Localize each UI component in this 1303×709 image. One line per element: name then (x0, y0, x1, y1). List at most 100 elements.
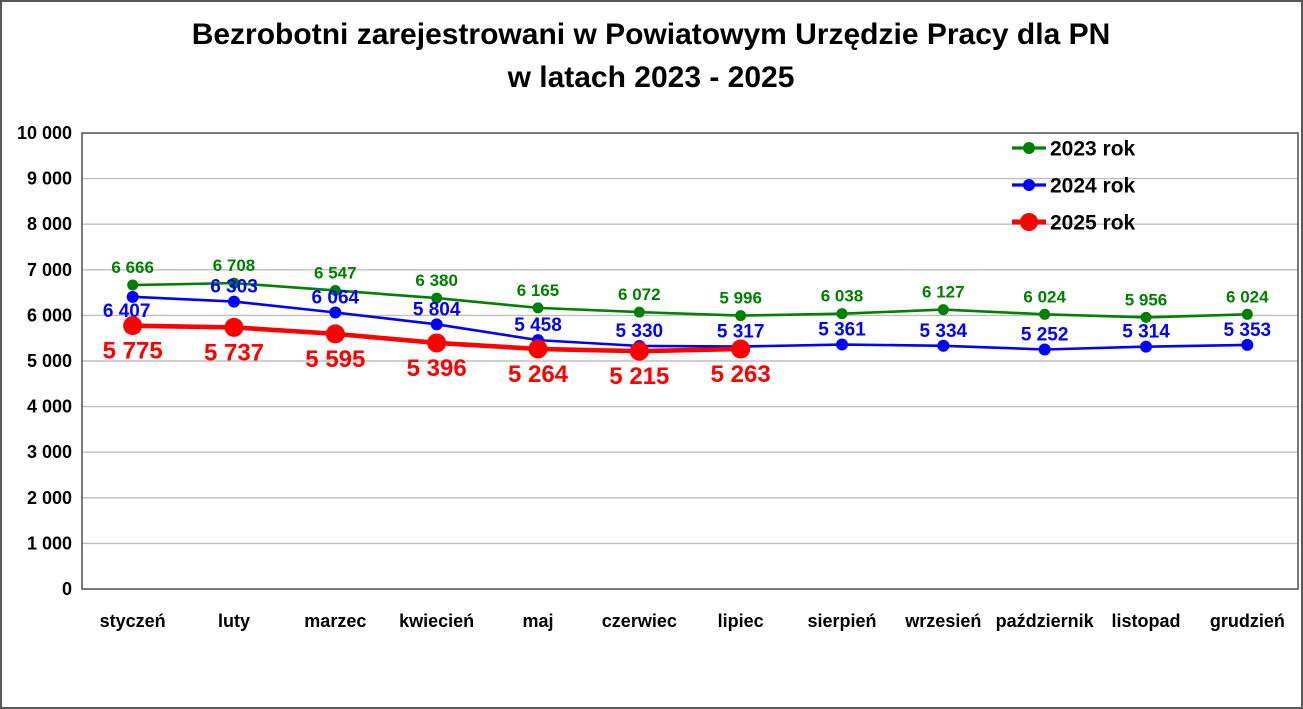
y-tick-label: 1 000 (27, 533, 72, 553)
legend-marker (1023, 142, 1035, 154)
y-tick-label: 0 (62, 579, 72, 599)
data-point-label: 5 215 (609, 363, 669, 390)
series-2025-rok: 5 775 5 737 5 595 5 396 5 264 5 215 5 263 (103, 316, 771, 390)
data-point (329, 306, 342, 319)
data-point (937, 304, 949, 316)
data-point (431, 292, 443, 304)
chart-title-line1: Bezrobotni zarejestrowani w Powiatowym U… (192, 18, 1111, 51)
x-axis-label: sierpień (807, 611, 876, 631)
axes (81, 132, 1299, 590)
data-point-label: 5 458 (514, 315, 562, 336)
plot-border (81, 132, 1299, 590)
x-axis-label: luty (218, 611, 250, 631)
data-point-label: 5 314 (1122, 322, 1170, 343)
data-series: 6 666 6 708 6 547 6 380 6 165 6 072 5 996 6 038… (103, 256, 1271, 390)
data-point (228, 277, 240, 289)
data-point (1140, 311, 1152, 323)
data-point (836, 308, 848, 320)
gridlines (82, 177, 1298, 545)
x-axis-label: wrzesień (904, 611, 981, 631)
data-point-label: 5 317 (717, 322, 765, 343)
x-axis-label: grudzień (1210, 611, 1285, 631)
x-axis-label: maj (522, 611, 553, 631)
data-point-label: 5 595 (305, 346, 365, 373)
y-tick-label: 10 000 (17, 123, 72, 143)
data-point (126, 290, 139, 303)
data-point-label: 5 334 (920, 321, 968, 342)
data-point-label: 5 263 (711, 361, 771, 388)
data-point-label: 6 064 (312, 287, 360, 308)
data-point-label: 5 353 (1224, 320, 1272, 341)
legend-item: 2024 rok (1012, 175, 1136, 198)
y-axis-labels: 0 1 000 2 000 3 000 4 000 5 000 6 000 7 000 8 00… (17, 123, 72, 599)
data-point (633, 306, 645, 318)
y-tick-label: 3 000 (27, 442, 72, 462)
x-axis-labels: styczeń luty marzec kwiecień maj czerwiec lipi… (100, 611, 1285, 631)
data-point (329, 284, 341, 296)
data-point-label: 6 547 (314, 263, 357, 282)
data-point (731, 339, 751, 359)
x-axis-label: kwiecień (399, 611, 474, 631)
data-point (1241, 308, 1253, 320)
data-point-label: 6 303 (210, 277, 258, 298)
legend-marker (1023, 179, 1035, 191)
data-point-label: 6 024 (1226, 287, 1269, 306)
y-tick-label: 8 000 (27, 214, 72, 234)
data-point (735, 310, 747, 322)
series-2024-rok: 6 407 6 303 6 064 5 804 5 458 5 330 5 317 5 361… (103, 277, 1271, 356)
y-tick-label: 4 000 (27, 397, 72, 417)
data-point (224, 317, 244, 337)
series-line (131, 281, 1249, 319)
legend-label: 2024 rok (1050, 175, 1136, 198)
legend: 2023 rok 2024 rok 2025 rok (1012, 138, 1136, 235)
data-point-label: 5 804 (413, 299, 461, 320)
data-point-label: 5 264 (508, 361, 569, 388)
y-tick-label: 5 000 (27, 351, 72, 371)
data-point-label: 5 361 (818, 320, 866, 341)
x-axis-label: czerwiec (602, 611, 677, 631)
x-axis-label: listopad (1111, 611, 1180, 631)
data-point (325, 324, 345, 344)
y-tick-label: 9 000 (27, 169, 72, 189)
data-point (836, 338, 848, 351)
data-point-label: 5 737 (204, 339, 264, 366)
data-point-label: 6 127 (922, 283, 965, 302)
x-axis-label: marzec (304, 611, 366, 631)
y-tick-label: 7 000 (27, 260, 72, 280)
data-point (123, 316, 143, 336)
data-point (1039, 308, 1051, 320)
legend-label: 2023 rok (1050, 138, 1136, 161)
legend-item: 2025 rok (1012, 212, 1136, 235)
data-point (1241, 338, 1254, 351)
data-point-label: 5 330 (616, 321, 664, 342)
data-point (1140, 340, 1152, 353)
data-point-label: 5 956 (1125, 290, 1168, 309)
y-tick-label: 6 000 (27, 305, 72, 325)
data-point-label: 6 024 (1023, 287, 1066, 306)
data-point (629, 341, 649, 361)
data-point-label: 6 666 (111, 258, 154, 277)
data-point-label: 5 396 (407, 355, 467, 382)
data-point (937, 339, 950, 352)
y-tick-label: 2 000 (27, 488, 72, 508)
data-point-label: 6 380 (415, 271, 458, 290)
x-axis-label: styczeń (100, 611, 166, 631)
data-point-label: 6 165 (517, 281, 560, 300)
data-point-label: 6 072 (618, 285, 661, 304)
legend-marker (1020, 213, 1038, 231)
data-point-label: 6 407 (103, 301, 151, 322)
legend-label: 2025 rok (1050, 212, 1136, 235)
data-point (528, 339, 548, 359)
data-point (430, 318, 443, 331)
data-point (427, 333, 447, 353)
chart-title-line2: w latach 2023 - 2025 (507, 61, 795, 94)
data-point (127, 279, 139, 291)
legend-item: 2023 rok (1012, 138, 1136, 161)
data-point-label: 5 996 (719, 289, 762, 308)
series-2023-rok: 6 666 6 708 6 547 6 380 6 165 6 072 5 996 6 038… (111, 256, 1269, 323)
x-axis-label: październik (996, 611, 1095, 631)
data-point (1038, 343, 1051, 356)
data-point-label: 5 775 (103, 338, 163, 365)
